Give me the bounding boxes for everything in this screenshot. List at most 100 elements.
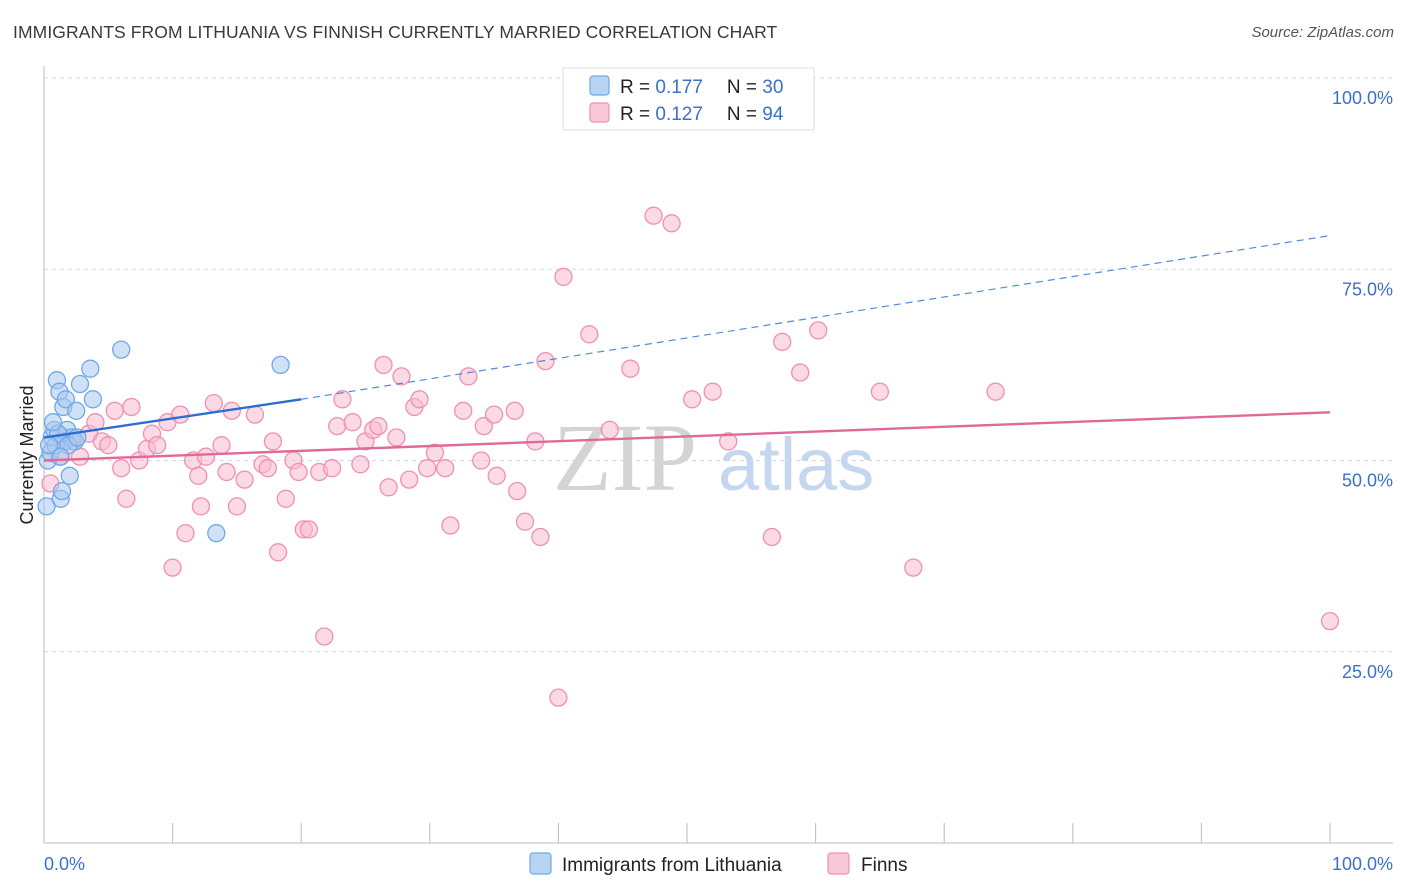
lithuania-point-20 xyxy=(112,340,131,359)
finns-point-44 xyxy=(328,416,347,436)
data-points xyxy=(37,206,1340,707)
finns-point-9 xyxy=(105,401,124,420)
lithuania-point-18 xyxy=(83,390,103,409)
finns-point-77 xyxy=(600,420,619,440)
finns-point-8 xyxy=(99,436,118,455)
finns-point-25 xyxy=(204,393,223,413)
finns-point-82 xyxy=(703,382,722,401)
y-tick-50: 50.0% xyxy=(1342,471,1393,491)
y-tick-100: 100.0% xyxy=(1332,88,1393,108)
finns-point-81 xyxy=(682,390,702,409)
lithuania-point-29 xyxy=(51,447,70,466)
finns-point-33 xyxy=(258,459,277,478)
legend-swatch-lithuania xyxy=(589,75,610,96)
finns-trend-line xyxy=(43,411,1331,462)
finns-point-23 xyxy=(191,497,211,516)
trend-lines xyxy=(43,234,1331,462)
finns-point-60 xyxy=(436,459,455,478)
finns-point-34 xyxy=(263,432,283,451)
watermark: ZIP atlas xyxy=(553,404,874,511)
finns-point-26 xyxy=(212,436,231,455)
finns-point-58 xyxy=(418,459,437,478)
finns-point-16 xyxy=(148,436,167,455)
lithuania-point-21 xyxy=(207,524,226,543)
finns-point-85 xyxy=(773,332,792,352)
grid-lines xyxy=(44,77,1393,653)
legend-swatch-finns xyxy=(589,102,610,123)
finns-point-88 xyxy=(870,382,890,401)
legend-box: R = 0.177 N = 30 R = 0.127 N = 94 xyxy=(562,67,815,131)
finns-point-68 xyxy=(505,401,524,420)
y-tick-75: 75.0% xyxy=(1342,279,1393,299)
finns-point-12 xyxy=(122,397,141,417)
chart-source: Source: ZipAtlas.com xyxy=(1251,24,1394,41)
finns-point-52 xyxy=(379,478,398,497)
lithuania-point-0 xyxy=(37,497,56,516)
finns-point-86 xyxy=(791,363,810,382)
finns-point-30 xyxy=(235,470,254,489)
watermark-atlas: atlas xyxy=(718,423,874,506)
lithuania-point-17 xyxy=(70,374,90,394)
finns-point-42 xyxy=(315,627,334,646)
y-axis-label: Currently Married xyxy=(17,385,37,524)
finns-point-27 xyxy=(217,462,236,482)
finns-point-59 xyxy=(425,443,445,462)
chart-title: IMMIGRANTS FROM LITHUANIA VS FINNISH CUR… xyxy=(13,22,778,42)
x-tick-max: 100.0% xyxy=(1332,854,1393,874)
finns-point-46 xyxy=(343,413,362,432)
legend-row2: R = 0.127 N = 94 xyxy=(620,104,784,125)
finns-point-66 xyxy=(484,405,504,424)
finns-point-74 xyxy=(549,688,568,707)
finns-point-43 xyxy=(322,459,342,478)
legend-row1: R = 0.177 N = 30 xyxy=(620,77,783,98)
finns-point-90 xyxy=(986,382,1005,401)
finns-point-35 xyxy=(268,543,288,562)
finns-point-84 xyxy=(762,527,782,547)
finns-point-20 xyxy=(176,524,195,543)
finns-point-57 xyxy=(410,390,429,409)
watermark-zip: ZIP xyxy=(553,404,697,511)
finns-point-53 xyxy=(387,428,406,447)
finns-point-76 xyxy=(580,325,599,344)
finns-point-55 xyxy=(400,470,419,489)
lithuania-point-11 xyxy=(56,390,76,409)
finns-point-80 xyxy=(662,214,681,233)
bottom-legend: Immigrants from Lithuania Finns xyxy=(529,852,907,876)
finns-point-10 xyxy=(112,459,131,478)
finns-point-87 xyxy=(809,321,828,340)
finns-point-19 xyxy=(171,405,190,424)
finns-point-61 xyxy=(441,516,460,535)
finns-point-31 xyxy=(245,405,265,424)
finns-point-75 xyxy=(554,267,573,287)
lithuania-point-25 xyxy=(43,413,63,432)
finns-point-18 xyxy=(163,558,182,577)
bottom-legend-swatch-finns xyxy=(827,852,850,875)
finns-point-11 xyxy=(117,489,136,508)
lithuania-trend-line xyxy=(43,398,302,439)
finns-point-72 xyxy=(531,527,550,547)
finns-point-36 xyxy=(276,489,295,508)
finns-point-65 xyxy=(474,416,493,436)
finns-point-54 xyxy=(392,367,411,386)
x-tick-min: 0.0% xyxy=(44,854,85,874)
bottom-legend-label-finns: Finns xyxy=(861,855,907,876)
lithuania-point-8 xyxy=(52,481,72,501)
finns-point-69 xyxy=(508,481,527,501)
finns-point-40 xyxy=(299,520,319,539)
lithuania-trend-extension xyxy=(301,234,1331,400)
finns-point-51 xyxy=(374,355,393,375)
lithuania-point-22 xyxy=(271,355,290,375)
finns-point-62 xyxy=(454,401,473,420)
lithuania-point-16 xyxy=(67,401,86,420)
lithuania-point-13 xyxy=(60,466,79,485)
finns-point-47 xyxy=(351,455,370,474)
finns-point-64 xyxy=(472,451,491,470)
finns-point-22 xyxy=(189,466,208,485)
bottom-legend-swatch-lithuania xyxy=(529,852,552,875)
finns-point-24 xyxy=(196,447,216,466)
finns-point-78 xyxy=(621,359,640,378)
finns-point-50 xyxy=(369,416,388,436)
lithuania-point-19 xyxy=(81,359,100,378)
finns-point-89 xyxy=(904,558,923,577)
